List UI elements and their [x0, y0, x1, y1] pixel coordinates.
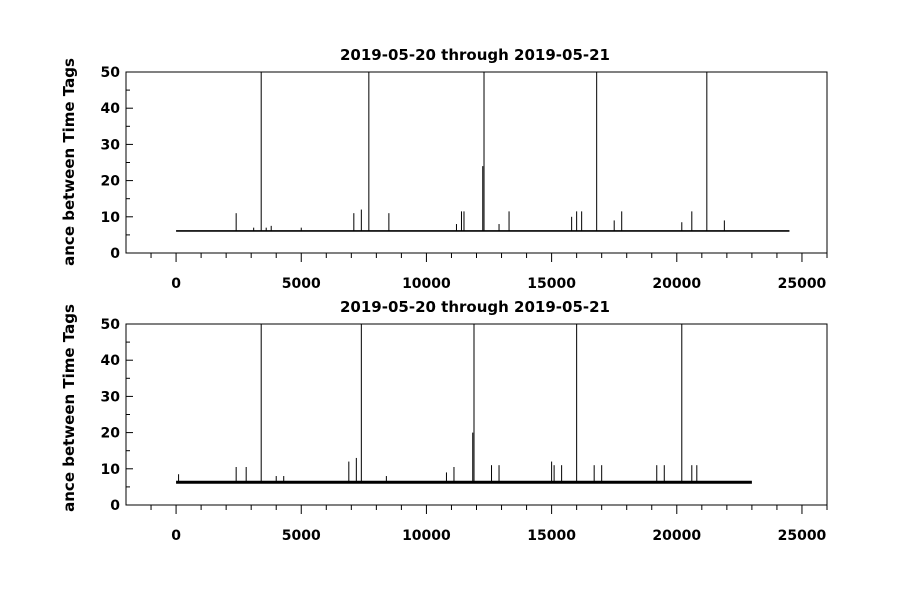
- x-tick-label: 20000: [652, 528, 701, 544]
- axes: 0 10 20 30 40 50 0 5000 10000 15000 20000 25000: [101, 65, 828, 292]
- y-tick-label: 50: [101, 317, 121, 333]
- x-tick-label: 15000: [527, 276, 576, 292]
- data-marks: [176, 72, 790, 232]
- y-tick-label: 40: [101, 353, 121, 369]
- x-tick-label: 0: [171, 276, 181, 292]
- y-tick-label: 20: [101, 426, 121, 442]
- y-tick-label: 30: [101, 389, 121, 405]
- y-tick-label: 50: [101, 65, 121, 81]
- x-tick-label: 20000: [652, 276, 701, 292]
- axes: 0 10 20 30 40 50 0 5000 10000 15000 20000 25000: [101, 317, 828, 544]
- x-tick-label: 15000: [527, 528, 576, 544]
- y-tick-label: 0: [110, 498, 120, 514]
- chart-panel-top: 2019-05-20 through 2019-05-21 ance betwe…: [60, 46, 828, 292]
- plot-frame: [125, 323, 828, 506]
- chart-title: 2019-05-20 through 2019-05-21: [340, 298, 610, 316]
- y-tick-label: 30: [101, 137, 121, 153]
- x-tick-label: 5000: [282, 276, 321, 292]
- plot-frame: [125, 71, 828, 254]
- y-axis-label: ance between Time Tags: [60, 304, 78, 512]
- x-tick-label: 25000: [778, 276, 827, 292]
- data-marks: [176, 324, 752, 484]
- x-tick-label: 10000: [402, 528, 451, 544]
- y-tick-label: 0: [110, 246, 120, 262]
- y-axis-label: ance between Time Tags: [60, 58, 78, 266]
- chart-panel-bottom: 2019-05-20 through 2019-05-21 ance betwe…: [60, 298, 828, 544]
- y-tick-label: 10: [101, 462, 121, 478]
- x-tick-label: 10000: [402, 276, 451, 292]
- y-tick-label: 40: [101, 101, 121, 117]
- x-tick-label: 0: [171, 528, 181, 544]
- x-tick-label: 25000: [778, 528, 827, 544]
- y-tick-label: 20: [101, 174, 121, 190]
- y-tick-label: 10: [101, 210, 121, 226]
- chart-title: 2019-05-20 through 2019-05-21: [340, 46, 610, 64]
- x-tick-label: 5000: [282, 528, 321, 544]
